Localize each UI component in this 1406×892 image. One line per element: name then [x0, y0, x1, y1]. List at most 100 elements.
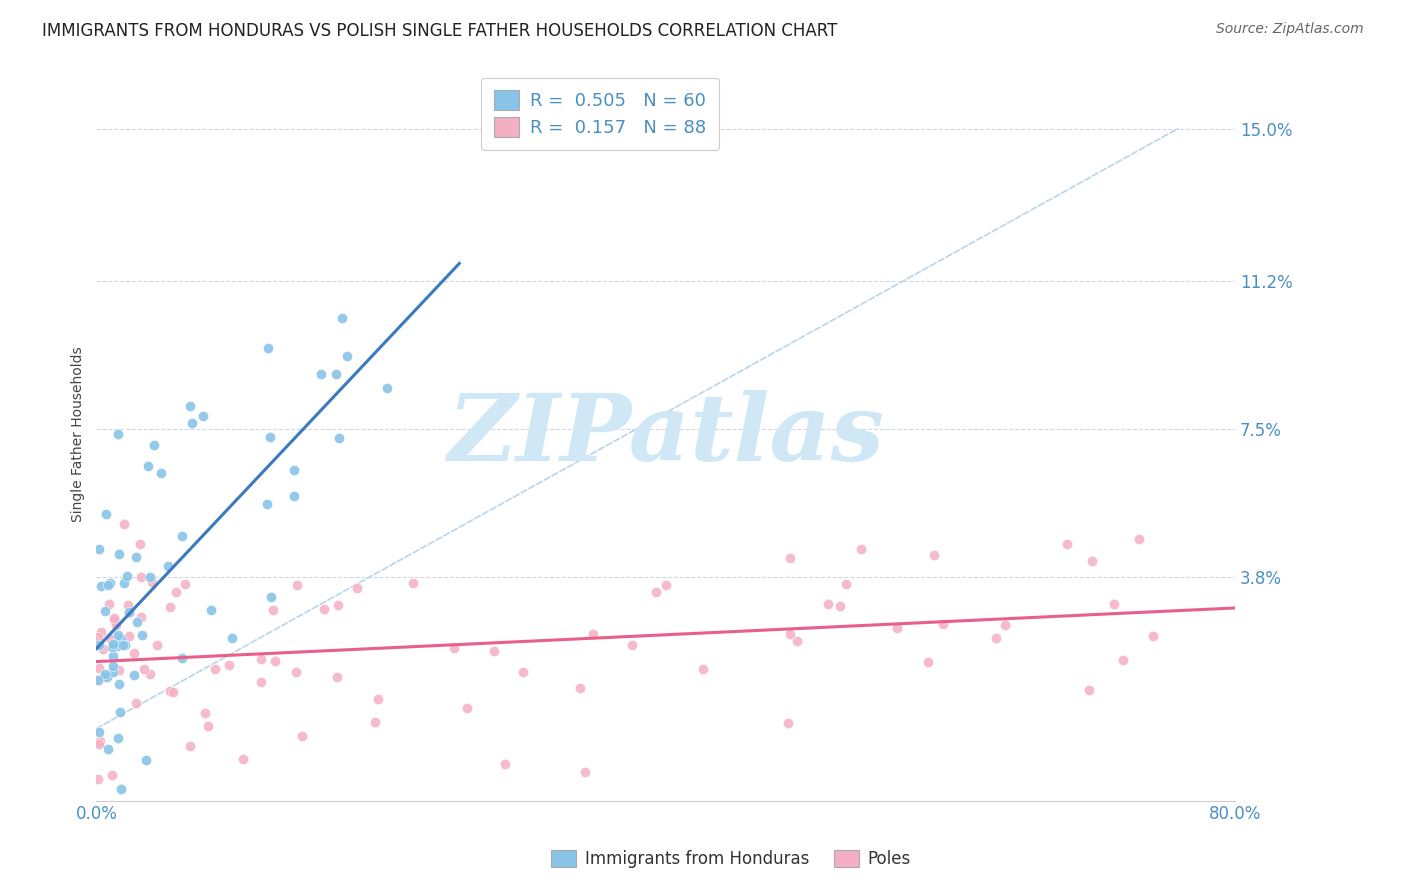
Point — [1081, 554, 1104, 568]
Point — [336, 349, 359, 363]
Point — [108, 677, 131, 691]
Point — [569, 681, 592, 695]
Text: Source: ZipAtlas.com: Source: ZipAtlas.com — [1216, 22, 1364, 37]
Point — [118, 629, 141, 643]
Point — [779, 551, 801, 566]
Point — [443, 640, 465, 655]
Point — [170, 650, 193, 665]
Legend: Immigrants from Honduras, Poles: Immigrants from Honduras, Poles — [544, 843, 918, 875]
Point — [645, 584, 668, 599]
Point — [87, 772, 110, 786]
Point — [284, 665, 307, 679]
Point — [326, 670, 349, 684]
Point — [494, 757, 516, 772]
Point — [97, 578, 120, 592]
Point — [125, 615, 148, 629]
Point — [165, 585, 187, 599]
Point — [1056, 537, 1078, 551]
Point — [260, 591, 283, 605]
Point — [984, 631, 1007, 645]
Point — [110, 632, 132, 646]
Point — [129, 610, 152, 624]
Point — [112, 516, 135, 531]
Point — [191, 409, 214, 423]
Point — [262, 603, 284, 617]
Point — [283, 489, 305, 503]
Point — [131, 628, 153, 642]
Point — [309, 367, 332, 381]
Point — [107, 427, 129, 442]
Point — [180, 416, 202, 430]
Point — [101, 637, 124, 651]
Point — [917, 655, 939, 669]
Point — [93, 604, 115, 618]
Point — [118, 606, 141, 620]
Point — [835, 577, 858, 591]
Point — [174, 577, 197, 591]
Point — [107, 547, 129, 561]
Point — [141, 574, 163, 589]
Point — [776, 716, 799, 731]
Point — [114, 638, 136, 652]
Point — [125, 549, 148, 564]
Point — [96, 670, 118, 684]
Point — [312, 601, 335, 615]
Point — [150, 467, 173, 481]
Point — [325, 368, 347, 382]
Point — [256, 497, 278, 511]
Legend: R =  0.505   N = 60, R =  0.157   N = 88: R = 0.505 N = 60, R = 0.157 N = 88 — [481, 78, 718, 150]
Point — [574, 764, 596, 779]
Point — [111, 639, 134, 653]
Point — [100, 632, 122, 646]
Point — [124, 646, 146, 660]
Point — [107, 731, 129, 745]
Point — [194, 706, 217, 720]
Point — [103, 613, 125, 627]
Point — [129, 570, 152, 584]
Point — [87, 630, 110, 644]
Point — [90, 624, 112, 639]
Point — [159, 600, 181, 615]
Point — [135, 753, 157, 767]
Point — [375, 381, 398, 395]
Point — [101, 640, 124, 654]
Point — [886, 621, 908, 635]
Point — [101, 649, 124, 664]
Point — [91, 641, 114, 656]
Point — [249, 652, 271, 666]
Point — [330, 311, 353, 326]
Point — [110, 705, 132, 719]
Point — [143, 438, 166, 452]
Point — [932, 617, 955, 632]
Point — [291, 729, 314, 743]
Point — [221, 631, 243, 645]
Point — [110, 781, 132, 796]
Point — [786, 634, 808, 648]
Point — [129, 537, 152, 551]
Point — [1077, 682, 1099, 697]
Point — [283, 463, 305, 477]
Point — [90, 579, 112, 593]
Point — [285, 578, 308, 592]
Point — [138, 459, 160, 474]
Point — [484, 644, 506, 658]
Point — [94, 666, 117, 681]
Y-axis label: Single Father Households: Single Father Households — [72, 347, 86, 523]
Point — [87, 725, 110, 739]
Point — [512, 665, 534, 680]
Point — [346, 581, 368, 595]
Point — [367, 691, 389, 706]
Point — [101, 768, 124, 782]
Point — [98, 576, 121, 591]
Point — [118, 605, 141, 619]
Point — [159, 683, 181, 698]
Point — [101, 658, 124, 673]
Point — [125, 696, 148, 710]
Point — [139, 570, 162, 584]
Point — [117, 598, 139, 612]
Point — [232, 752, 254, 766]
Point — [326, 598, 349, 612]
Point — [179, 399, 201, 413]
Point — [97, 741, 120, 756]
Point — [1142, 629, 1164, 643]
